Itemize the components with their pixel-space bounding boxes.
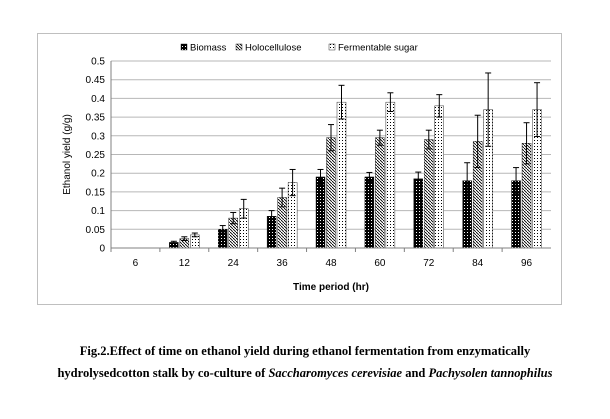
- x-tick-label: 24: [228, 258, 240, 269]
- legend-label: Holocellulose: [245, 43, 302, 54]
- caption-line-2: hydrolysedcotton stalk by co-culture of …: [0, 362, 610, 384]
- axes: 0 0.05 0.1 0.15 0.2 0.25 0.3 0.35 0.4 0.45 0.5 6 12 2…: [86, 57, 551, 269]
- y-tick-label: 0.15: [86, 187, 106, 198]
- legend: Biomass Holocellulose Fermentable sugar: [180, 43, 418, 54]
- x-tick-label: 6: [133, 258, 139, 269]
- y-tick-label: 0: [99, 244, 105, 255]
- y-tick-label: 0.3: [91, 131, 105, 142]
- x-tick-label: 72: [423, 258, 435, 269]
- legend-swatch: [328, 43, 336, 51]
- legend-label: Biomass: [190, 43, 227, 54]
- legend-swatch: [180, 43, 188, 51]
- caption-organism-2: Pachysolen tannophilus: [428, 366, 553, 380]
- x-tick-label: 12: [179, 258, 191, 269]
- y-tick-label: 0.05: [86, 225, 106, 236]
- x-tick-label: 84: [472, 258, 484, 269]
- y-tick-label: 0.2: [91, 169, 105, 180]
- caption-organism-1: Saccharomyces cerevisiae: [268, 366, 403, 380]
- y-tick-label: 0.25: [86, 150, 106, 161]
- x-tick-label: 96: [521, 258, 533, 269]
- caption-line-1: Fig.2.Effect of time on ethanol yield du…: [79, 344, 531, 358]
- bar-holocellulose: [375, 137, 385, 249]
- caption-conjunction: and: [402, 366, 429, 380]
- x-tick-label: 60: [374, 258, 386, 269]
- x-axis-title: Time period (hr): [293, 282, 369, 293]
- y-tick-label: 0.45: [86, 75, 106, 86]
- legend-swatch: [235, 43, 243, 51]
- y-tick-label: 0.4: [91, 94, 105, 105]
- y-tick-label: 0.1: [91, 206, 105, 217]
- caption-line-2-prefix: hydrolysedcotton stalk by co-culture of: [57, 366, 269, 380]
- y-tick-label: 0.5: [91, 57, 105, 68]
- bar-chart: 0 0.05 0.1 0.15 0.2 0.25 0.3 0.35 0.4 0.45 0.5 6 12 2…: [62, 43, 551, 293]
- y-axis-title: Ethanol yield (g/g): [62, 114, 73, 195]
- bar-holocellulose: [326, 137, 336, 249]
- legend-label: Fermentable sugar: [338, 43, 418, 54]
- bar-biomass: [364, 176, 375, 249]
- bar-biomass: [413, 178, 423, 249]
- bars: [169, 72, 542, 249]
- x-tick-label: 36: [277, 258, 289, 269]
- y-tick-label: 0.35: [86, 113, 106, 124]
- chart-frame: 0 0.05 0.1 0.15 0.2 0.25 0.3 0.35 0.4 0.45 0.5 6 12 2…: [37, 33, 562, 305]
- bar-holocellulose: [424, 139, 434, 249]
- x-tick-label: 48: [325, 258, 337, 269]
- bar-fermentable-sugar: [336, 101, 347, 249]
- bar-fermentable-sugar: [385, 101, 396, 249]
- bar-fermentable-sugar: [434, 105, 444, 249]
- figure-caption: Fig.2.Effect of time on ethanol yield du…: [0, 340, 610, 384]
- bar-biomass: [315, 176, 326, 249]
